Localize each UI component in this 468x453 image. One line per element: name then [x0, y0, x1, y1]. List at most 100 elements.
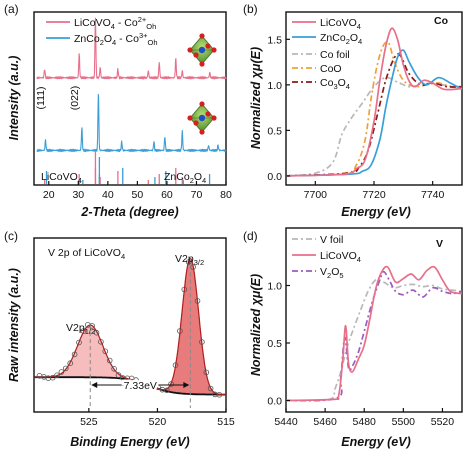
oxygen-atom [187, 47, 193, 53]
v-y-tick-label: 0.5 [267, 338, 282, 350]
xps-data-point [177, 328, 183, 334]
legend-b-0-part: LiCoVO [320, 17, 357, 29]
legend-b-2: Co foil [320, 49, 350, 61]
xrd-x-axis-label: 2-Theta (degree) [80, 205, 178, 219]
xrd-series-line [36, 17, 227, 80]
legend-a-znco2o4: ZnCo2O4 - Co3+Oh [74, 31, 158, 47]
oxygen-atom [193, 120, 199, 126]
legend-b-2-part: Co foil [320, 49, 350, 61]
xps-data-point [106, 357, 113, 364]
ref-label-licovo4-part: LiCoVO [41, 171, 78, 183]
panel-a-label: (a) [4, 2, 19, 16]
co-x-tick-label: 7720 [362, 189, 386, 201]
co-y-tick-label: 1.5 [267, 34, 282, 46]
legend-b-0: LiCoVO4 [320, 17, 361, 31]
panel-c-label: (c) [4, 229, 18, 243]
legend-a-znco2o4-part: Oh [148, 38, 158, 47]
panel-a-frame [33, 11, 227, 186]
xps-data-point [164, 387, 170, 394]
element-label-v: V [436, 238, 443, 250]
xps-title-part: V 2p of LiCoVO [48, 247, 121, 259]
co-x-tick-label: 7700 [304, 189, 328, 201]
co-y-tick-label: 0.0 [267, 171, 282, 183]
ref-label-znco2o4-part: 2 [190, 176, 194, 185]
xps-data-point [89, 323, 95, 329]
xps-data-point [124, 375, 131, 382]
legend-d-2-part: 5 [339, 271, 343, 280]
v-x-tick-label: 5440 [274, 416, 298, 428]
xrd-x-tick-label: 70 [191, 189, 203, 201]
legend-b-4-part: O [338, 77, 346, 89]
xps-envelope-line [34, 257, 226, 396]
xps-data-point [194, 298, 201, 304]
legend-b-4-part: 3 [333, 82, 337, 91]
co-xanes-series-line [285, 41, 463, 177]
peak-label-v2p12: V2p1/2 [66, 322, 95, 336]
v-x-tick-label: 5480 [353, 416, 377, 428]
ref-label-znco2o4-part: ZnCo [164, 171, 190, 183]
ref-label-znco2o4-part: 4 [202, 176, 206, 185]
xps-y-axis-label: Raw intensity (a.u.) [7, 268, 21, 382]
v-y-tick-label: 1.0 [267, 281, 282, 293]
v-x-tick-label: 5460 [313, 416, 337, 428]
xrd-x-tick-label: 20 [43, 189, 55, 201]
legend-b-3-part: CoO [320, 63, 342, 75]
legend-d-2-part: O [331, 266, 339, 278]
xps-data-point [203, 369, 210, 376]
xps-data-point [71, 351, 78, 358]
oxygen-atom [211, 47, 217, 53]
xps-data-point [181, 286, 188, 293]
panel-d-frame [285, 227, 463, 413]
v-xanes-series-line [285, 270, 463, 402]
xrd-y-axis-label: Intensity (a.u.) [7, 56, 21, 141]
co-y-tick-label: 1.0 [267, 80, 282, 92]
xps-separation-label: 7.33eV [124, 380, 157, 392]
legend-d-1-part: 4 [357, 255, 361, 264]
xps-data-point [58, 369, 65, 375]
legend-b-4-part: Co [320, 77, 334, 89]
legend-b-3: CoO [320, 63, 342, 75]
oxygen-atom [199, 61, 205, 67]
legend-d-1-part: LiCoVO [320, 250, 357, 262]
octahedron-icon [187, 101, 217, 135]
oxygen-atom [211, 115, 217, 121]
co-xanes-series-line [285, 49, 463, 177]
xps-data-point [207, 385, 214, 392]
legend-a-licovo4-part: 4 [111, 22, 115, 31]
legend-d-1: LiCoVO4 [320, 250, 361, 264]
xps-data-point [67, 360, 73, 367]
v-x-tick-label: 5520 [431, 416, 455, 428]
legend-a-licovo4-part: 2+ [138, 15, 147, 24]
co-x-axis-label: Energy (eV) [341, 205, 410, 219]
legend-b-4: Co3O4 [320, 77, 350, 91]
oxygen-atom [199, 33, 205, 39]
xps-title-part: 4 [121, 252, 125, 261]
xps-data-point [172, 362, 179, 369]
legend-a-licovo4-part: - Co [115, 17, 138, 29]
co-xanes-series-line [285, 27, 463, 177]
xrd-series-line [36, 93, 227, 153]
peak-label-v2p12-part: V2p [66, 322, 85, 334]
xps-x-tick-label: 520 [149, 416, 167, 428]
legend-a-znco2o4-part: O [104, 33, 112, 45]
peak-label-v2p32-part: 3/2 [194, 258, 204, 267]
legend-d-0-part: V foil [320, 234, 343, 246]
panel-b-label: (b) [243, 2, 258, 16]
xps-x-tick-label: 515 [217, 416, 235, 428]
legend-a-znco2o4-part: 4 [112, 38, 116, 47]
oxygen-atom [199, 101, 205, 107]
hkl-label-111: (111) [35, 87, 47, 110]
octahedron-icon [187, 33, 217, 67]
v-xanes-series-line [285, 265, 463, 402]
legend-b-1-part: O [350, 32, 358, 44]
v-y-tick-label: 0.0 [267, 396, 282, 408]
xps-data-point [76, 339, 82, 346]
legend-d-2-part: 2 [327, 271, 331, 280]
xps-title: V 2p of LiCoVO4 [48, 247, 125, 261]
xps-data-point [93, 329, 100, 336]
xps-data-point [54, 372, 60, 379]
legend-a-znco2o4-part: ZnCo [74, 33, 100, 45]
legend-d-2-part: V [320, 266, 327, 278]
xps-data-point [49, 374, 56, 381]
